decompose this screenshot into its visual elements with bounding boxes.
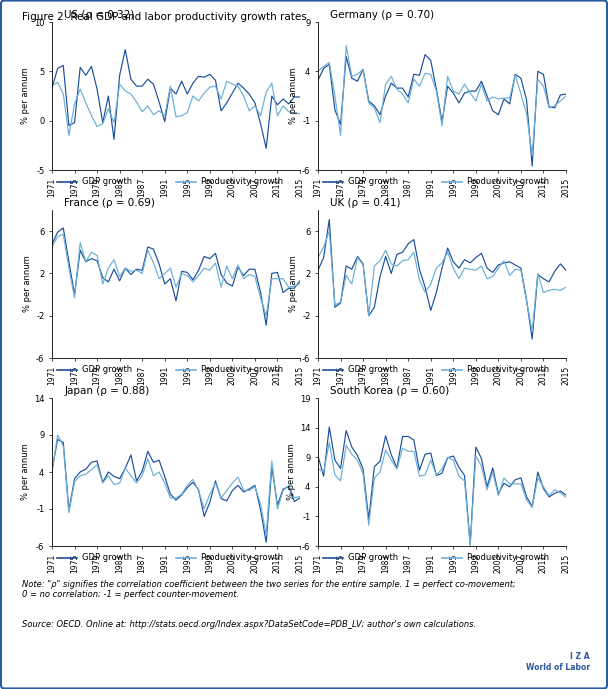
Text: Source: OECD. Online at: http://stats.oecd.org/Index.aspx?DataSetCode=PDB_LV; au: Source: OECD. Online at: http://stats.oe… — [22, 620, 476, 629]
Y-axis label: % per annum: % per annum — [21, 68, 30, 125]
Text: Note: "ρ" signifies the correlation coefficient between the two series for the e: Note: "ρ" signifies the correlation coef… — [22, 580, 516, 599]
Text: GDP growth: GDP growth — [348, 365, 398, 375]
Y-axis label: % per annum: % per annum — [23, 256, 32, 312]
Text: Productivity growth: Productivity growth — [467, 553, 549, 562]
Text: GDP growth: GDP growth — [81, 365, 132, 375]
Text: GDP growth: GDP growth — [81, 553, 132, 562]
Text: GDP growth: GDP growth — [348, 178, 398, 187]
Text: France (ρ = 0.69): France (ρ = 0.69) — [64, 198, 155, 208]
Text: GDP growth: GDP growth — [81, 178, 132, 187]
Text: Productivity growth: Productivity growth — [201, 553, 283, 562]
Text: US (ρ = 0.32): US (ρ = 0.32) — [64, 10, 135, 20]
Y-axis label: % per annum: % per annum — [287, 444, 295, 500]
Text: South Korea (ρ = 0.60): South Korea (ρ = 0.60) — [330, 386, 450, 396]
Text: Productivity growth: Productivity growth — [467, 178, 549, 187]
Text: Japan (ρ = 0.88): Japan (ρ = 0.88) — [64, 386, 150, 396]
Text: GDP growth: GDP growth — [348, 553, 398, 562]
Text: Productivity growth: Productivity growth — [201, 178, 283, 187]
Text: I Z A
World of Labor: I Z A World of Labor — [526, 652, 590, 672]
Text: Figure 2. Real GDP and labor productivity growth rates: Figure 2. Real GDP and labor productivit… — [22, 12, 307, 22]
Y-axis label: % per annum: % per annum — [289, 68, 298, 125]
Y-axis label: % per annum: % per annum — [21, 444, 30, 500]
Text: UK (ρ = 0.41): UK (ρ = 0.41) — [330, 198, 401, 208]
Text: Productivity growth: Productivity growth — [201, 365, 283, 375]
Text: Germany (ρ = 0.70): Germany (ρ = 0.70) — [330, 10, 435, 20]
Y-axis label: % per annum: % per annum — [289, 256, 298, 312]
Text: Productivity growth: Productivity growth — [467, 365, 549, 375]
